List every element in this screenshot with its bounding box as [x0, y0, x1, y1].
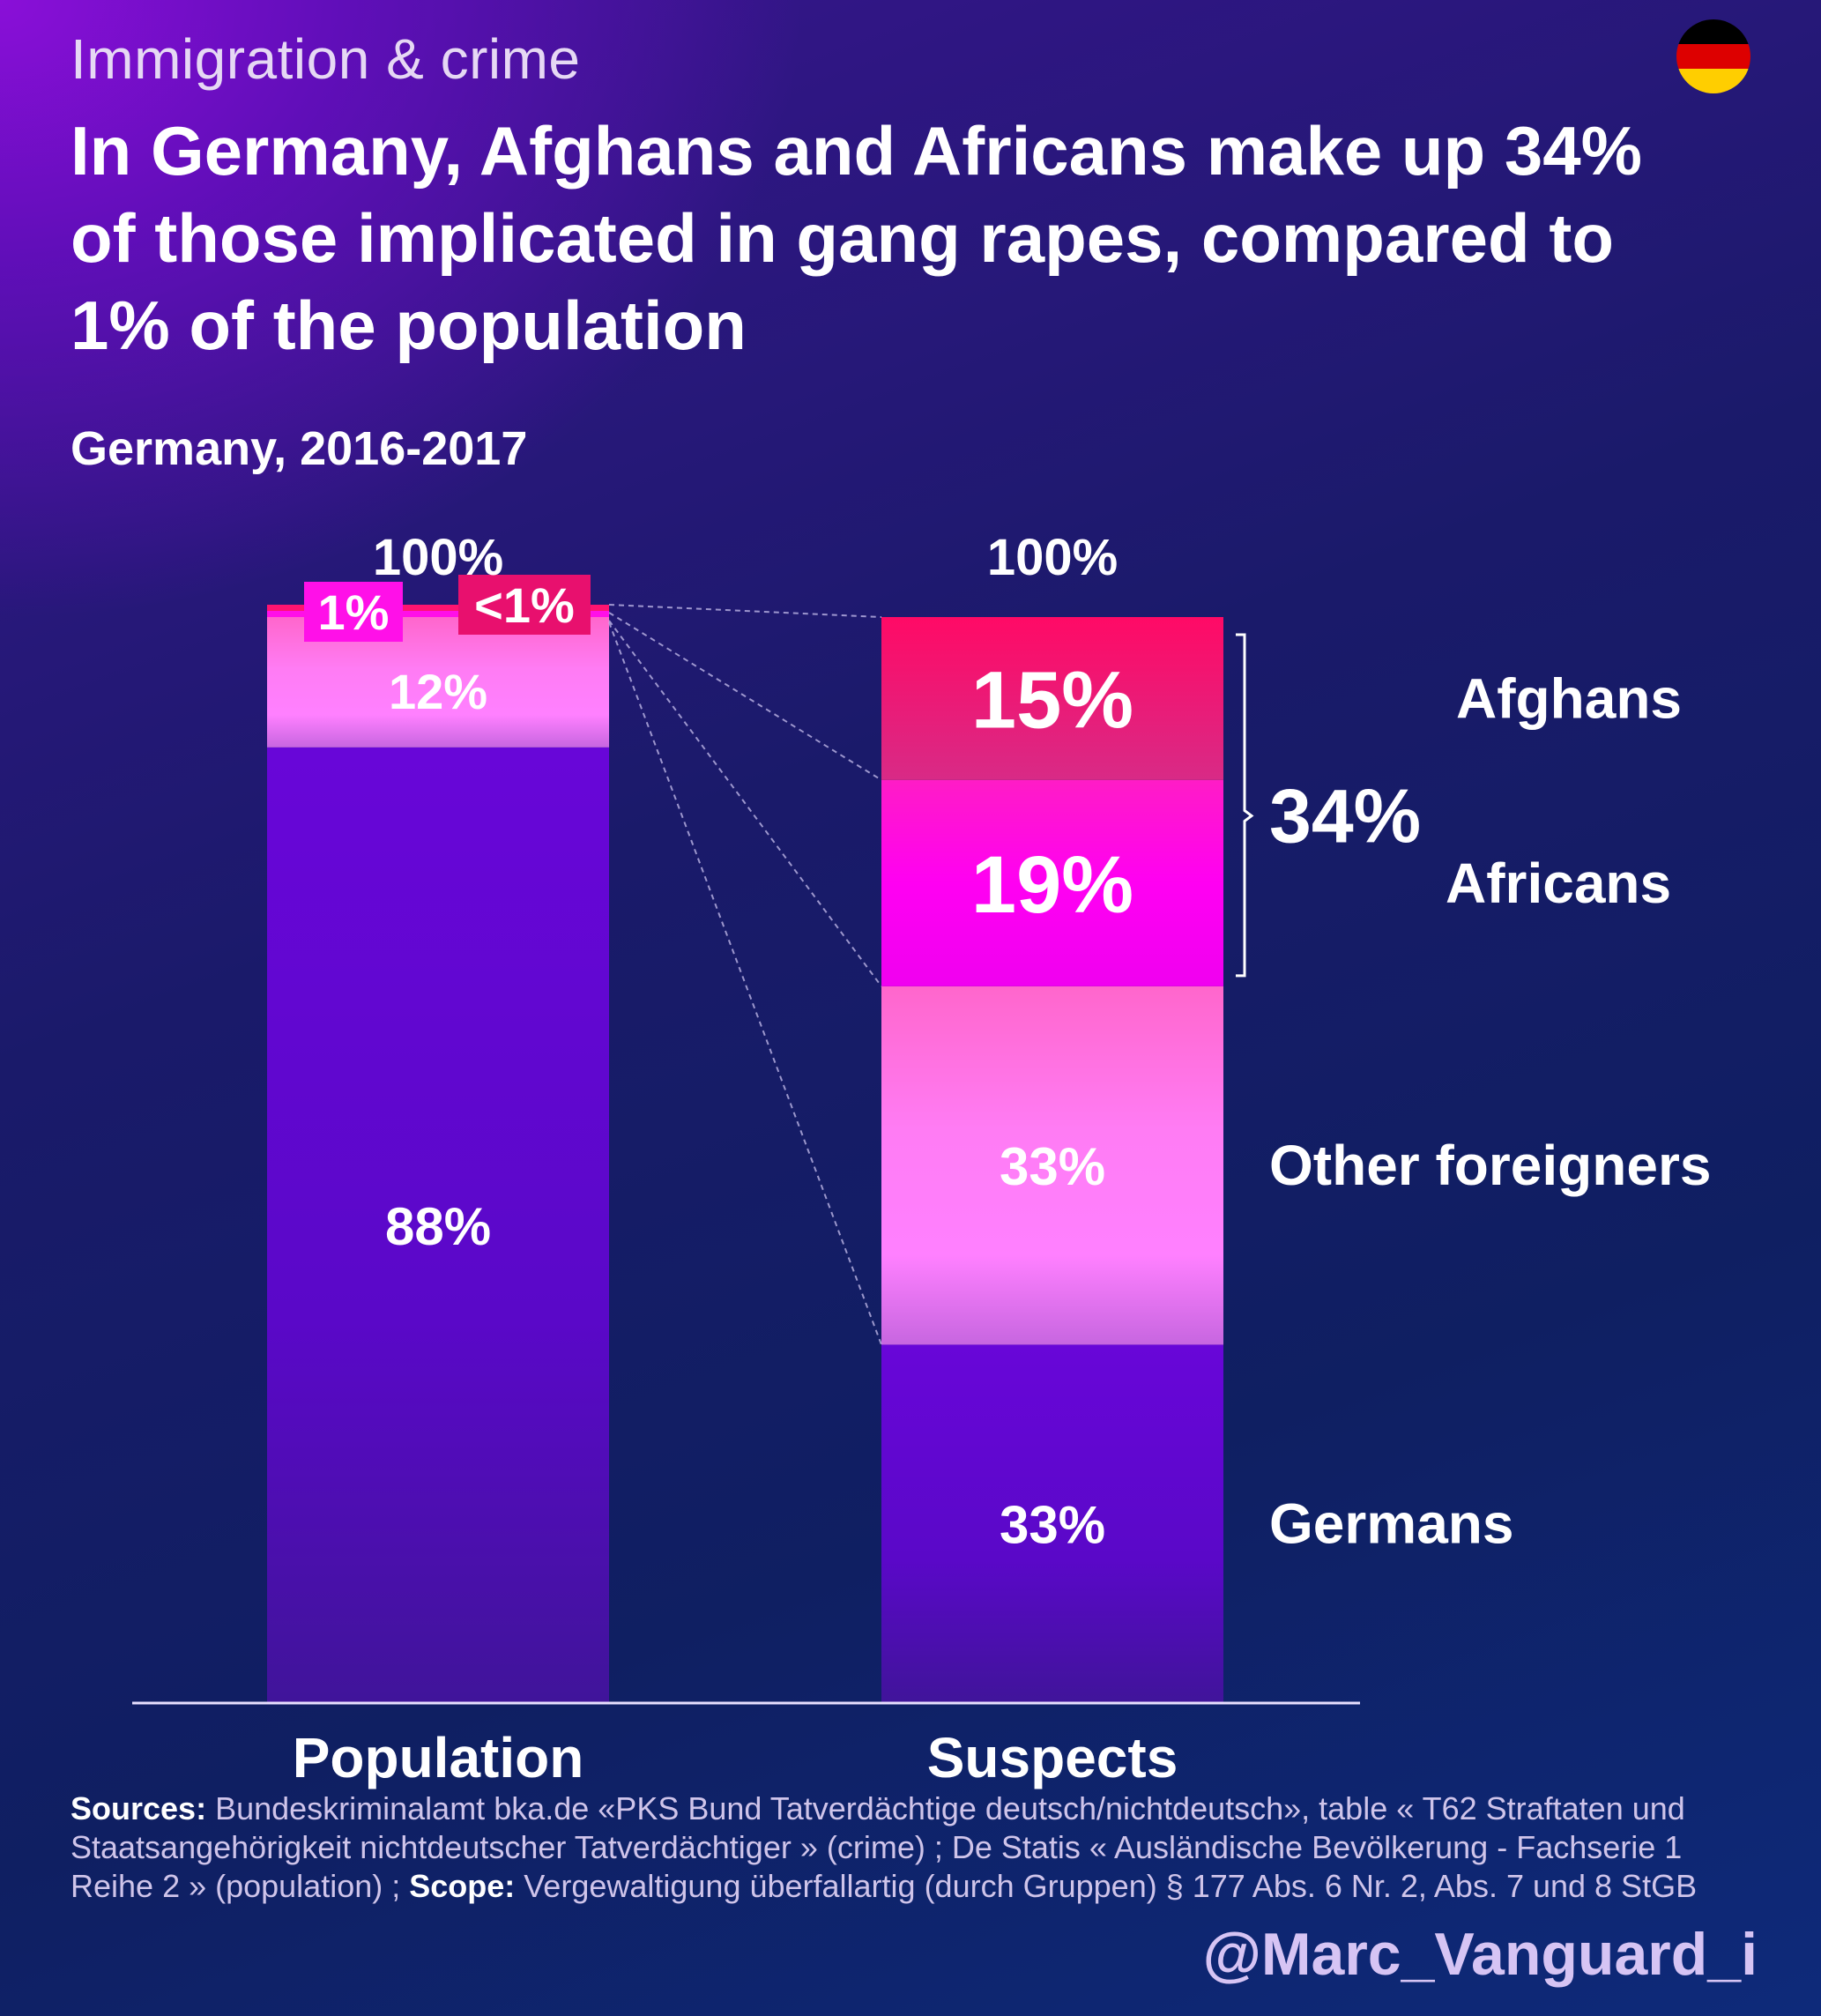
bar-segment-population-afghan: [267, 605, 609, 611]
bar-segment-suspects-other: [881, 986, 1223, 1345]
bar-segment-population-african: [267, 611, 609, 617]
bracket-label: 34%: [1269, 774, 1421, 859]
series-label-other: Other foreigners: [1269, 1134, 1711, 1197]
connector-line: [608, 612, 882, 781]
data-label-population-african: 1%: [318, 584, 390, 640]
bar-segment-suspects-african: [881, 779, 1223, 986]
page-title: In Germany, Afghans and Africans make up…: [71, 112, 1642, 364]
kicker: Immigration & crime: [71, 27, 581, 91]
series-label-afghan: Afghans: [1456, 666, 1682, 730]
tag-box-afghans: [458, 575, 591, 635]
data-label-population-other: 12%: [389, 664, 487, 719]
data-label-suspects-african: 19%: [971, 840, 1133, 930]
sources-text: Bundeskriminalamt bka.de «PKS Bund Tatve…: [71, 1790, 1685, 1904]
bracket: [1236, 633, 1254, 978]
sources-label: Sources:: [71, 1790, 207, 1826]
data-label-suspects-other: 33%: [1000, 1137, 1105, 1196]
series-label-german: Germans: [1269, 1492, 1513, 1556]
data-label-population-afghan: <1%: [474, 577, 575, 633]
scope-label: Scope:: [409, 1868, 516, 1904]
data-label-population-german: 88%: [385, 1197, 491, 1256]
bar-segment-suspects-german: [881, 1344, 1223, 1703]
data-label-suspects-afghan: 15%: [971, 656, 1133, 746]
data-label-suspects-german: 33%: [1000, 1495, 1105, 1554]
tag-box-africans: [304, 582, 403, 642]
flag-stripe-red: [1676, 44, 1750, 70]
connector-line: [608, 620, 882, 987]
author-handle: @Marc_Vanguard_i: [1202, 1921, 1758, 1988]
bar-segment-suspects-afghan: [881, 617, 1223, 780]
total-label-population: 100%: [373, 529, 503, 586]
sources-note: Sources: Bundeskriminalamt bka.de «PKS B…: [71, 1789, 1710, 1906]
x-tick-label-suspects: Suspects: [927, 1726, 1178, 1789]
chart-subtitle: Germany, 2016-2017: [71, 422, 528, 475]
scope-text: Vergewaltigung überfallartig (durch Grup…: [515, 1868, 1698, 1904]
connector-line: [608, 604, 882, 618]
series-label-african: Africans: [1446, 852, 1671, 915]
bar-segment-population-german: [267, 747, 609, 1703]
connector-line: [608, 621, 882, 1345]
total-label-suspects: 100%: [987, 529, 1118, 586]
x-tick-label-population: Population: [293, 1726, 584, 1789]
